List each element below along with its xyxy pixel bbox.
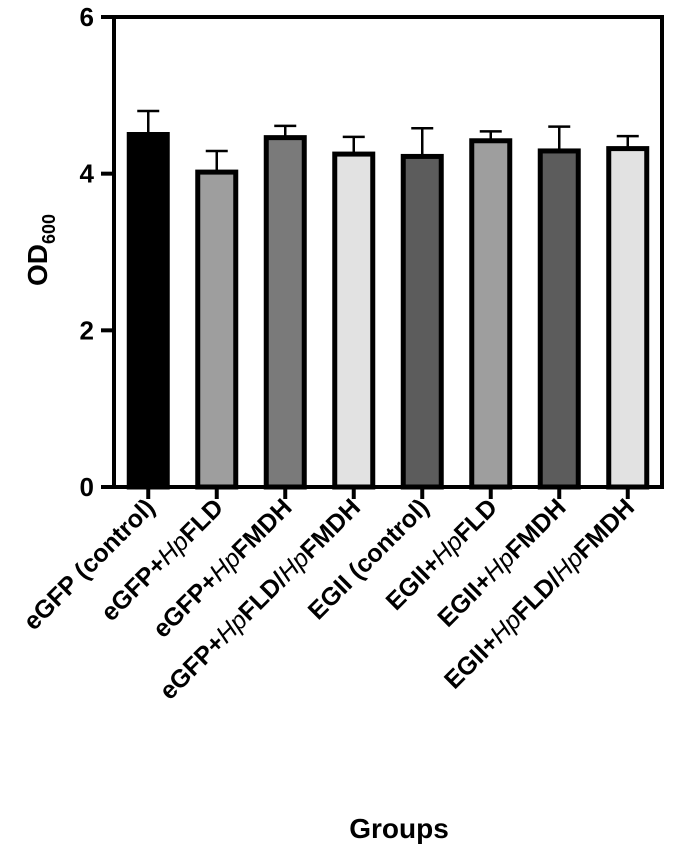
- bar: [263, 135, 307, 490]
- y-tick-label: 4: [80, 159, 95, 189]
- y-axis-title-main: OD: [22, 244, 53, 286]
- bar: [400, 153, 444, 490]
- x-axis-title: Groups: [349, 813, 449, 844]
- bar: [606, 146, 650, 490]
- y-tick-label: 0: [80, 472, 94, 502]
- x-axis-category-labels: eGFP (control)eGFP+HpFLDeGFP+HpFMDHeGFP+…: [18, 487, 640, 705]
- bar: [332, 151, 376, 490]
- y-tick-label: 6: [80, 2, 94, 32]
- bar: [195, 169, 239, 490]
- y-axis-title-subscript: 600: [39, 214, 59, 244]
- y-axis-title: OD600: [22, 214, 59, 286]
- y-axis-ticks: 0 2 4 6: [80, 2, 114, 502]
- chart-error-bars: [137, 109, 639, 173]
- bar: [537, 148, 581, 490]
- bar: [126, 132, 170, 490]
- bar: [469, 138, 513, 490]
- x-category-label: eGFP+HpFLD: [96, 493, 229, 626]
- x-category-label: EGII (control): [303, 493, 435, 625]
- y-tick-label: 2: [80, 315, 94, 345]
- x-category-label-part: EGII (control): [303, 493, 435, 625]
- chart-axes: [112, 15, 664, 489]
- x-category-label-part: FMDH: [569, 493, 640, 564]
- chart-bars: [126, 132, 650, 490]
